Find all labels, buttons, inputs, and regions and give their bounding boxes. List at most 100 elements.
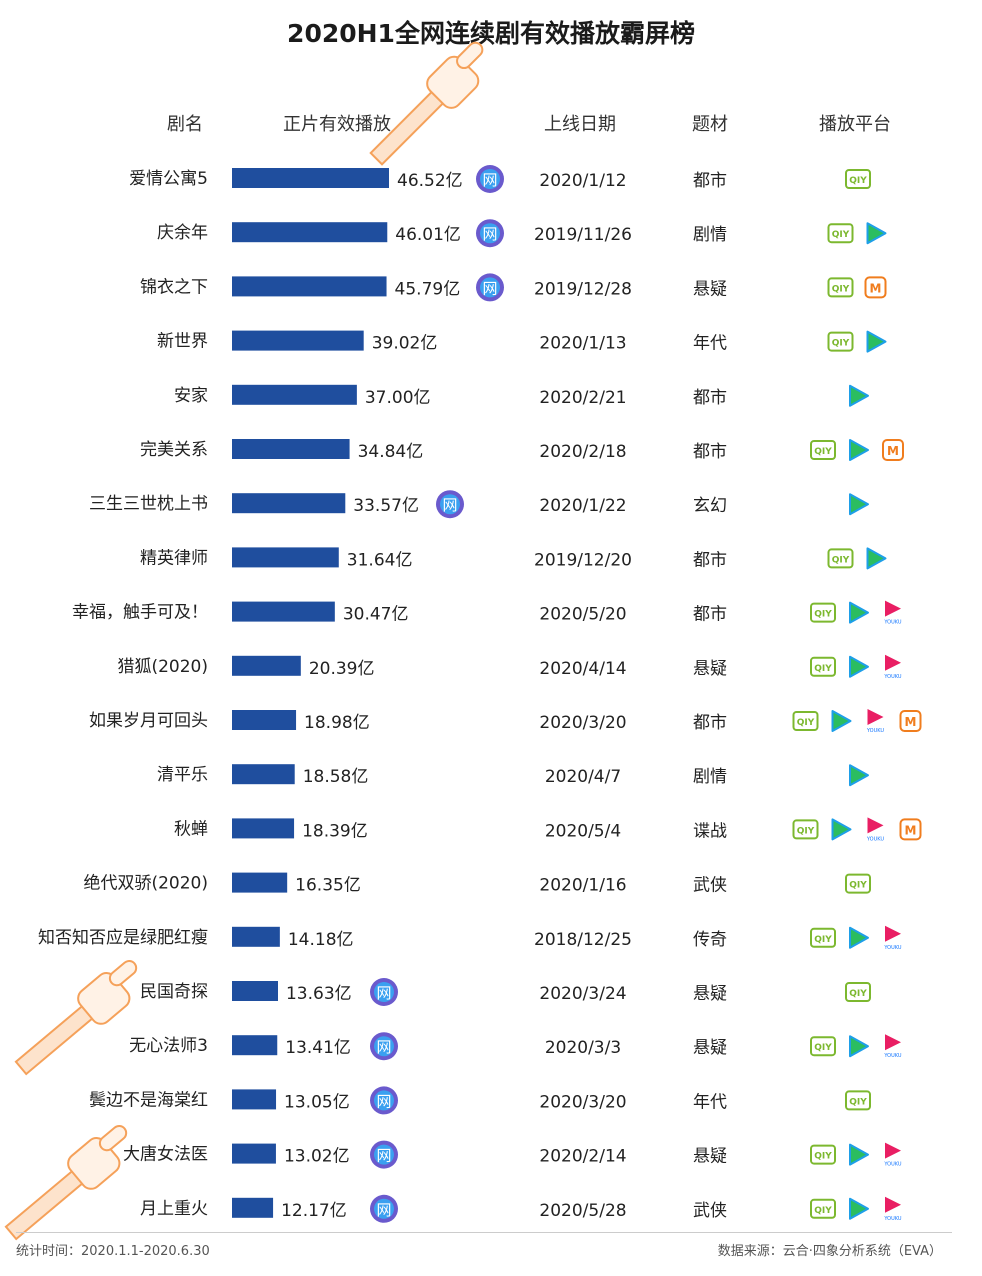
views-value-label: 46.01亿 (395, 225, 461, 245)
release-date: 2020/3/24 (539, 984, 626, 1004)
release-date: 2020/5/4 (545, 821, 621, 841)
iqiyi-icon (810, 1144, 836, 1165)
views-bar (232, 168, 389, 188)
iqiyi-icon-label: QIY (849, 881, 867, 891)
net-drama-badge-label: 网 (482, 171, 497, 189)
release-date: 2019/11/26 (534, 225, 632, 245)
tencent-video-icon (831, 818, 852, 841)
drama-name: 幸福，触手可及！ (72, 603, 208, 623)
iqiyi-icon (792, 819, 819, 840)
tencent-video-icon (849, 655, 869, 678)
iqiyi-icon-label: QIY (814, 447, 832, 457)
views-value-label: 12.17亿 (281, 1201, 347, 1221)
views-bar (232, 439, 350, 459)
tencent-video-icon (849, 384, 869, 407)
mango-tv-icon-label: M (905, 715, 917, 729)
views-bar (232, 981, 278, 1001)
iqiyi-icon (827, 331, 854, 352)
views-value-label: 13.41亿 (285, 1038, 351, 1058)
net-drama-badge-inner (440, 494, 460, 515)
youku-icon-label: YOUKU (883, 945, 902, 951)
header-release-date: 上线日期 (544, 114, 616, 135)
tencent-video-icon (831, 710, 852, 732)
views-value-label: 16.35亿 (295, 876, 361, 896)
release-date: 2020/2/18 (539, 442, 626, 462)
drama-name: 爱情公寓5 (129, 169, 208, 189)
youku-icon (867, 709, 884, 725)
views-bar (232, 384, 357, 405)
iqiyi-icon (827, 223, 854, 244)
tencent-video-icon (866, 222, 887, 245)
release-date: 2020/4/14 (539, 659, 626, 679)
release-date: 2020/2/21 (539, 388, 626, 408)
genre: 悬疑 (693, 1038, 727, 1058)
iqiyi-icon-label: QIY (814, 1043, 832, 1053)
youku-icon-label: YOUKU (866, 836, 885, 842)
iqiyi-icon-label: QIY (849, 1097, 867, 1107)
views-value-label: 20.39亿 (309, 659, 375, 679)
drama-name: 知否知否应是绿肥红瘦 (38, 928, 208, 948)
mango-tv-icon (864, 276, 887, 299)
drama-name: 三生三世枕上书 (89, 494, 208, 514)
release-date: 2020/1/12 (539, 171, 626, 191)
views-bar (232, 710, 297, 730)
net-drama-badge-inner (480, 169, 500, 189)
genre: 年代 (693, 334, 727, 354)
iqiyi-icon (827, 548, 854, 569)
views-value-label: 18.58亿 (303, 767, 369, 787)
iqiyi-icon-label: QIY (849, 176, 867, 186)
thumbs-up-icon (4, 1124, 128, 1241)
youku-icon-label: YOUKU (866, 728, 885, 734)
iqiyi-icon (810, 927, 836, 948)
thumbs-up-icon (14, 959, 138, 1076)
tencent-video-icon (849, 1143, 869, 1166)
iqiyi-icon (810, 440, 836, 460)
tencent-video-icon (849, 439, 869, 461)
youku-icon-label: YOUKU (883, 1216, 902, 1222)
views-bar (232, 1035, 278, 1056)
youku-icon (885, 600, 901, 617)
drama-name: 精英律师 (140, 548, 208, 568)
youku-icon (885, 1034, 901, 1051)
tencent-video-icon (849, 926, 869, 949)
views-bar (232, 330, 364, 351)
views-value-label: 13.02亿 (284, 1147, 350, 1167)
iqiyi-icon (845, 169, 871, 189)
genre: 武侠 (693, 876, 727, 896)
iqiyi-icon (810, 602, 836, 623)
header-genre: 题材 (692, 114, 728, 135)
views-value-label: 45.79亿 (395, 279, 461, 299)
views-bar (232, 872, 288, 893)
views-value-label: 34.84亿 (358, 442, 424, 462)
mango-tv-icon (882, 439, 904, 461)
drama-name: 庆余年 (157, 223, 208, 243)
genre: 都市 (693, 171, 727, 191)
views-value-label: 31.64亿 (347, 550, 413, 570)
genre: 玄幻 (693, 496, 727, 516)
net-drama-badge-inner (374, 982, 394, 1002)
iqiyi-icon-label: QIY (849, 989, 867, 999)
views-bar (232, 1143, 276, 1164)
genre: 都市 (693, 713, 727, 733)
footer-stat-period: 统计时间：2020.1.1-2020.6.30 (16, 1244, 210, 1259)
chart-title: 2020H1全网连续剧有效播放霸屏榜 (287, 19, 695, 48)
iqiyi-icon (827, 277, 854, 298)
iqiyi-icon-label: QIY (797, 826, 815, 836)
net-drama-badge-label: 网 (376, 1092, 391, 1110)
tencent-video-icon (849, 601, 869, 624)
genre: 谍战 (693, 821, 727, 841)
drama-name: 无心法师3 (129, 1036, 208, 1056)
iqiyi-icon-label: QIY (832, 339, 850, 349)
views-value-label: 37.00亿 (365, 388, 431, 408)
genre: 悬疑 (693, 659, 727, 679)
views-value-label: 13.63亿 (286, 984, 352, 1004)
genre: 都市 (693, 550, 727, 570)
views-bar (232, 547, 339, 568)
drama-name: 大唐女法医 (123, 1144, 208, 1165)
drama-name: 锦衣之下 (140, 277, 208, 297)
header-effective-views: 正片有效播放 (283, 114, 391, 135)
views-value-label: 14.18亿 (288, 930, 354, 950)
release-date: 2020/3/20 (539, 1092, 626, 1112)
views-value-label: 30.47亿 (343, 605, 409, 625)
youku-icon (867, 817, 884, 834)
